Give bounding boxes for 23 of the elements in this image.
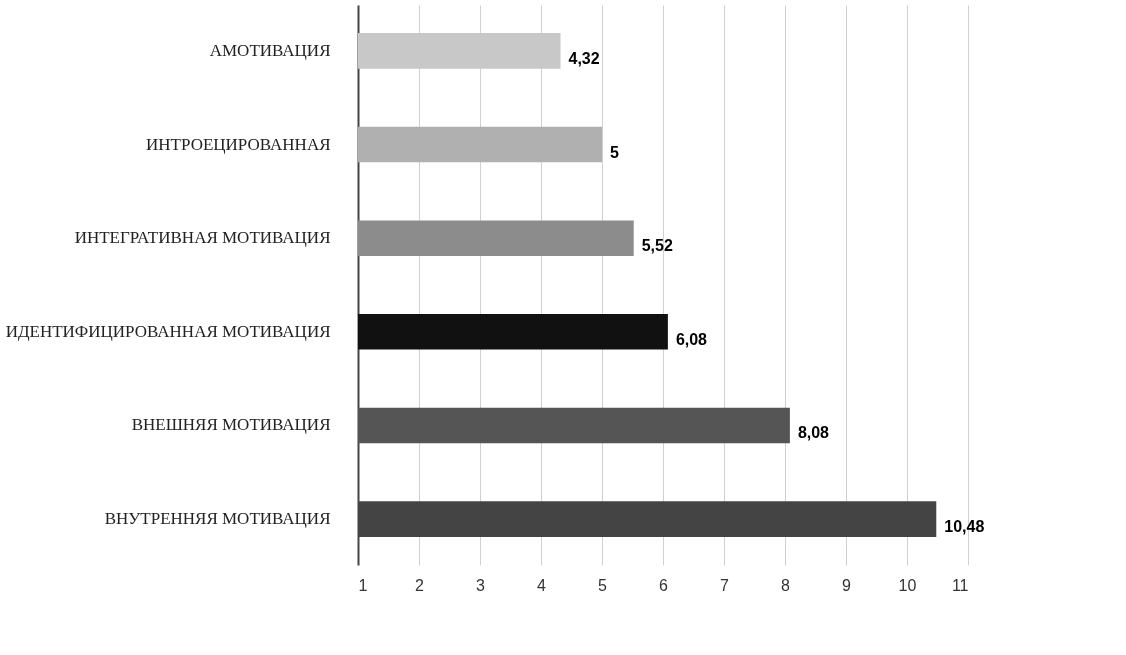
y-tick-label: ВНУТРЕННЯЯ МОТИВАЦИЯ: [104, 509, 331, 529]
y-tick-label: АМОТИВАЦИЯ: [209, 40, 331, 60]
x-tick-label: 11: [951, 576, 969, 594]
data-label: 5: [610, 143, 619, 161]
x-tick-label: 1: [358, 576, 368, 594]
y-tick-label: ИНТРОЕЦИРОВАННАЯ: [146, 134, 331, 154]
data-label: 10,48: [944, 518, 985, 536]
x-tick-label: 5: [598, 576, 608, 594]
x-tick-label: 7: [720, 576, 730, 594]
data-label: 5,52: [641, 237, 673, 255]
y-tick-label: ВНЕШНЯЯ МОТИВАЦИЯ: [131, 415, 331, 435]
x-tick-label: 3: [476, 576, 486, 594]
x-tick-label: 9: [842, 576, 852, 594]
data-label: 4,32: [568, 49, 600, 67]
y-tick-label: ИНТЕГРАТИВНАЯ МОТИВАЦИЯ: [74, 228, 331, 248]
x-tick-label: 2: [415, 576, 425, 594]
x-tick-label: 10: [898, 576, 917, 594]
x-tick-label: 6: [659, 576, 669, 594]
data-label: 6,08: [675, 330, 708, 348]
x-tick-label: 8: [781, 576, 791, 594]
y-tick-label: ИДЕНТИФИЦИРОВАННАЯ МОТИВАЦИЯ: [5, 321, 331, 341]
data-label: 8,08: [797, 424, 830, 442]
x-tick-label: 4: [537, 576, 547, 594]
